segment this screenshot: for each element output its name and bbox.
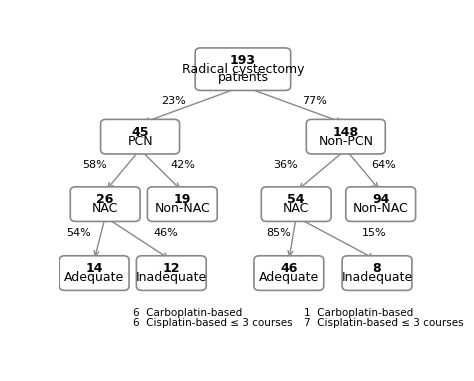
Text: 58%: 58%	[82, 160, 107, 170]
FancyBboxPatch shape	[346, 187, 416, 221]
Text: Adequate: Adequate	[259, 271, 319, 284]
Text: Radical cystectomy: Radical cystectomy	[182, 63, 304, 76]
Text: patients: patients	[218, 72, 268, 85]
Text: 148: 148	[333, 126, 359, 139]
Text: 94: 94	[372, 193, 389, 206]
Text: 42%: 42%	[171, 160, 195, 170]
FancyBboxPatch shape	[147, 187, 217, 221]
Text: NAC: NAC	[283, 202, 310, 215]
FancyBboxPatch shape	[59, 256, 129, 290]
Text: Inadequate: Inadequate	[341, 271, 413, 284]
Text: 12: 12	[163, 262, 180, 275]
FancyBboxPatch shape	[306, 119, 385, 154]
Text: 14: 14	[85, 262, 103, 275]
Text: 6  Carboplatin-based: 6 Carboplatin-based	[133, 308, 242, 318]
FancyBboxPatch shape	[100, 119, 180, 154]
Text: Non-NAC: Non-NAC	[353, 202, 409, 215]
Text: Non-PCN: Non-PCN	[318, 134, 374, 147]
FancyBboxPatch shape	[137, 256, 206, 290]
Text: 85%: 85%	[266, 229, 291, 239]
Text: 7  Cisplatin-based ≤ 3 courses: 7 Cisplatin-based ≤ 3 courses	[303, 318, 463, 328]
FancyBboxPatch shape	[195, 48, 291, 90]
Text: 46%: 46%	[154, 229, 178, 239]
Text: 19: 19	[173, 193, 191, 206]
Text: 77%: 77%	[302, 96, 327, 106]
Text: 46: 46	[280, 262, 298, 275]
FancyBboxPatch shape	[70, 187, 140, 221]
Text: 26: 26	[97, 193, 114, 206]
Text: 54%: 54%	[66, 229, 91, 239]
Text: Inadequate: Inadequate	[136, 271, 207, 284]
Text: 193: 193	[230, 54, 256, 67]
Text: Non-NAC: Non-NAC	[155, 202, 210, 215]
FancyBboxPatch shape	[261, 187, 331, 221]
Text: 8: 8	[373, 262, 381, 275]
Text: 64%: 64%	[372, 160, 396, 170]
Text: 1  Carboplatin-based: 1 Carboplatin-based	[303, 308, 413, 318]
FancyBboxPatch shape	[254, 256, 324, 290]
Text: 36%: 36%	[273, 160, 298, 170]
Text: Adequate: Adequate	[64, 271, 124, 284]
FancyBboxPatch shape	[342, 256, 412, 290]
Text: 23%: 23%	[161, 96, 185, 106]
Text: 54: 54	[287, 193, 305, 206]
Text: 45: 45	[131, 126, 149, 139]
Text: 15%: 15%	[362, 229, 387, 239]
Text: NAC: NAC	[92, 202, 118, 215]
Text: 6  Cisplatin-based ≤ 3 courses: 6 Cisplatin-based ≤ 3 courses	[133, 318, 292, 328]
Text: PCN: PCN	[127, 134, 153, 147]
